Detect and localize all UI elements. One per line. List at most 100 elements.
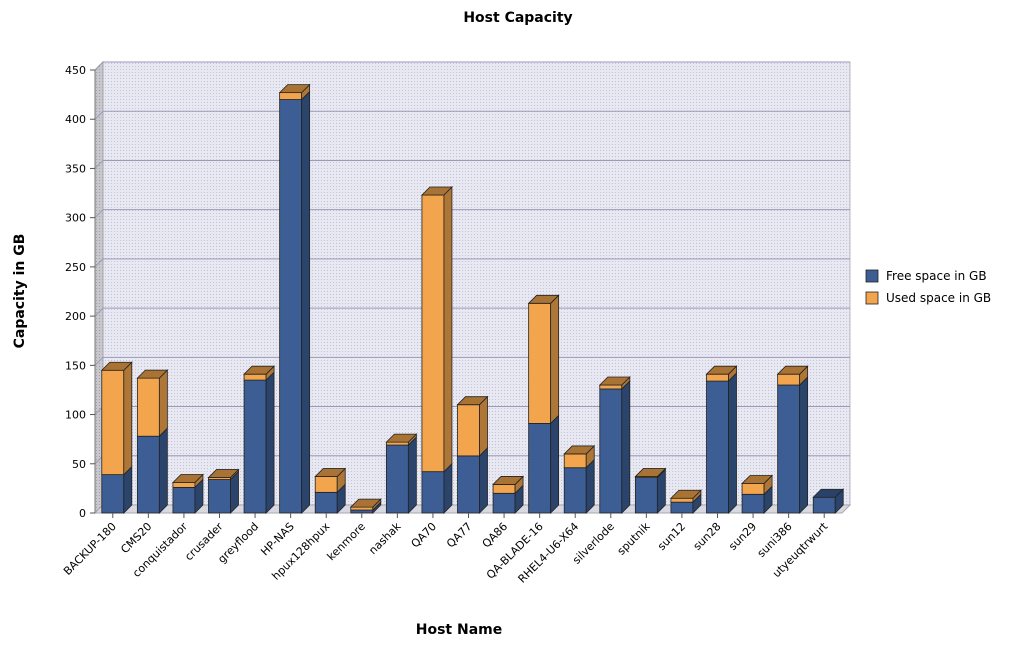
chart-title: Host Capacity xyxy=(463,10,572,26)
y-axis-ticks: 0 50 100 150 200 250 300 350 400 450 xyxy=(65,64,95,520)
bar-top-cap xyxy=(420,186,453,196)
bar-top-cap xyxy=(527,294,560,304)
bar-segment xyxy=(385,441,409,446)
x-axis-title: Host Name xyxy=(416,622,502,638)
bar-segment-side xyxy=(550,294,560,425)
bar-segment xyxy=(706,380,729,514)
bar-top-cap xyxy=(705,365,738,375)
bar-segment-side xyxy=(550,414,560,514)
bar-stack xyxy=(349,498,382,514)
bar-stack xyxy=(634,467,667,514)
bar-segment xyxy=(314,476,338,493)
bar-stack xyxy=(420,186,453,514)
bar-segment xyxy=(741,483,765,495)
bar-top-cap xyxy=(492,476,525,485)
bar-segment xyxy=(101,474,125,514)
y-tick-label: 150 xyxy=(65,359,86,372)
y-tick-label: 100 xyxy=(65,409,86,422)
bar-segment xyxy=(243,379,267,514)
x-tick-label: nashak xyxy=(366,519,404,557)
bar-segment-side xyxy=(621,379,631,514)
bar-top-cap xyxy=(669,489,702,499)
bar-segment-side xyxy=(158,427,168,514)
gridline-side xyxy=(94,307,104,317)
bar-stack xyxy=(812,488,845,514)
y-tick-label: 350 xyxy=(65,162,86,175)
bar-segment xyxy=(279,92,303,100)
bar-stack xyxy=(100,361,133,514)
bar-segment-side xyxy=(479,446,488,514)
bar-stack xyxy=(563,444,596,514)
bar-stack xyxy=(527,294,560,514)
y-axis-title: Capacity in GB xyxy=(12,234,28,349)
legend-label: Free space in GB xyxy=(886,269,987,283)
bar-segment-side xyxy=(407,436,417,514)
bar-top-cap xyxy=(100,361,133,371)
bar-segment xyxy=(599,384,623,390)
bar-top-cap xyxy=(598,376,631,386)
legend-label: Used space in GB xyxy=(886,291,991,305)
bar-stack xyxy=(171,473,204,514)
bar-top-cap xyxy=(563,445,596,455)
bar-top-cap xyxy=(634,468,667,477)
bar-segment xyxy=(492,492,516,514)
bar-top-cap xyxy=(385,433,418,443)
bar-stack xyxy=(243,365,276,514)
gridline-side xyxy=(94,209,104,219)
bar-segment xyxy=(385,444,409,514)
bar-segment-side xyxy=(799,376,809,514)
bar-segment xyxy=(563,453,587,469)
bar-segment xyxy=(812,496,836,514)
bar-segment xyxy=(350,509,374,514)
y-tick-label: 50 xyxy=(72,458,86,471)
bar-stack xyxy=(278,83,311,514)
y-tick-label: 400 xyxy=(65,113,86,126)
y-tick-label: 300 xyxy=(65,212,86,225)
bar-segment xyxy=(172,487,196,514)
bar-stack xyxy=(456,395,489,514)
x-tick-label: kenmore xyxy=(325,520,368,563)
bar-stack xyxy=(314,467,347,514)
bar-segment-side xyxy=(265,371,275,514)
bar-segment-side xyxy=(301,90,311,514)
bar-segment xyxy=(492,484,516,494)
gridline-side xyxy=(94,61,104,71)
x-tick-label: sun12 xyxy=(655,520,688,553)
bar-segment xyxy=(528,423,552,514)
bar-stack xyxy=(669,489,702,514)
bar-top-cap xyxy=(741,475,774,484)
x-tick-label: QA86 xyxy=(480,520,511,551)
gridline-side xyxy=(94,258,104,268)
x-tick-label: sun28 xyxy=(691,520,724,553)
bar-segment-side xyxy=(479,395,488,457)
bar-segment xyxy=(528,302,552,424)
x-tick-label: sun29 xyxy=(726,520,759,553)
bar-segment xyxy=(634,477,658,514)
bar-segment-side xyxy=(443,462,453,514)
bar-segment-side xyxy=(585,458,595,514)
bar-top-cap xyxy=(776,365,809,375)
bar-segment xyxy=(457,455,480,514)
bar-stack xyxy=(385,433,418,514)
bar-stack xyxy=(492,475,525,514)
bar-segment xyxy=(421,471,445,514)
legend-swatch xyxy=(865,269,879,283)
bar-segment xyxy=(101,369,125,476)
gridline-side xyxy=(94,356,104,366)
legend: Free space in GB Used space in GB xyxy=(865,269,991,305)
bar-segment xyxy=(706,373,729,382)
bar-segment xyxy=(172,482,196,488)
bar-stack xyxy=(705,365,738,514)
bar-top-cap xyxy=(314,468,347,477)
bar-segment xyxy=(136,377,160,437)
bar-segment xyxy=(279,99,303,514)
bar-segment xyxy=(670,497,694,503)
y-tick-label: 450 xyxy=(65,64,86,77)
bar-segment xyxy=(136,435,160,514)
bar-stack xyxy=(741,474,774,514)
x-axis-ticks: BACKUP-180 CMS20conquistadorcrusadergreyf… xyxy=(61,513,831,586)
bar-top-cap xyxy=(136,369,169,379)
bar-top-cap xyxy=(349,498,382,508)
